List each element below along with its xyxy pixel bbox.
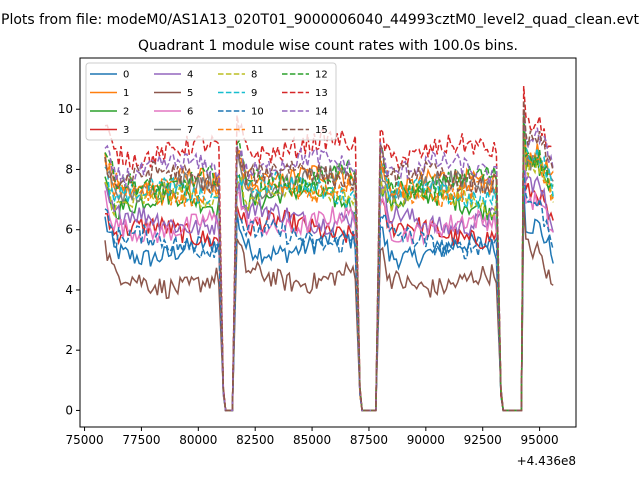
x-tick-label: 95000 <box>521 433 559 447</box>
series-line-14 <box>104 108 554 412</box>
x-tick-label: 82500 <box>236 433 274 447</box>
series-line-4 <box>104 138 554 412</box>
legend-label: 13 <box>315 88 328 99</box>
y-tick-label: 2 <box>65 343 73 357</box>
y-axis: 0 2 4 6 8 10 <box>58 102 80 417</box>
plot-frame <box>79 57 577 428</box>
y-tick-label: 0 <box>65 403 73 417</box>
series-line-1 <box>104 110 554 412</box>
legend-label: 8 <box>251 70 257 81</box>
x-tick-label: 75000 <box>65 433 103 447</box>
x-axis: 75000 77500 80000 82500 85000 87500 90000 92500… <box>65 427 559 447</box>
series-line-15 <box>104 100 554 412</box>
series-line-11 <box>104 116 554 412</box>
y-tick-label: 10 <box>58 102 73 116</box>
legend-label: 7 <box>187 125 193 136</box>
x-tick-label: 92500 <box>464 433 502 447</box>
series-layer <box>104 85 554 412</box>
legend-label: 12 <box>315 70 328 81</box>
x-tick-label: 80000 <box>179 433 217 447</box>
x-tick-label: 77500 <box>122 433 160 447</box>
series-line-12 <box>104 112 554 412</box>
x-tick-label: 87500 <box>350 433 388 447</box>
legend-label: 0 <box>123 70 129 81</box>
legend-label: 14 <box>315 107 328 118</box>
y-tick-label: 8 <box>65 162 73 176</box>
y-tick-label: 4 <box>65 283 73 297</box>
legend-box <box>85 62 337 141</box>
y-tick-label: 6 <box>65 223 73 237</box>
series-line-10 <box>104 169 554 412</box>
legend-label: 9 <box>251 88 257 99</box>
x-tick-label: 85000 <box>293 433 331 447</box>
x-tick-label: 90000 <box>407 433 445 447</box>
series-line-9 <box>104 112 554 412</box>
legend-label: 15 <box>315 125 328 136</box>
legend-label: 2 <box>123 107 129 118</box>
legend-label: 10 <box>251 107 264 118</box>
series-line-6 <box>104 149 554 412</box>
series-line-3 <box>104 149 554 412</box>
series-line-5 <box>104 204 554 412</box>
legend-label: 5 <box>187 88 193 99</box>
figure-suptitle: Plots from file: modeM0/AS1A13_020T01_90… <box>1 12 639 28</box>
series-line-7 <box>104 117 554 412</box>
legend-label: 4 <box>187 70 193 81</box>
chart-title: Quadrant 1 module wise count rates with … <box>138 38 518 54</box>
legend-label: 3 <box>123 125 129 136</box>
legend-label: 6 <box>187 107 193 118</box>
legend-label: 11 <box>251 125 264 136</box>
legend-label: 1 <box>123 88 129 99</box>
x-offset-label: +4.436e8 <box>517 454 576 468</box>
